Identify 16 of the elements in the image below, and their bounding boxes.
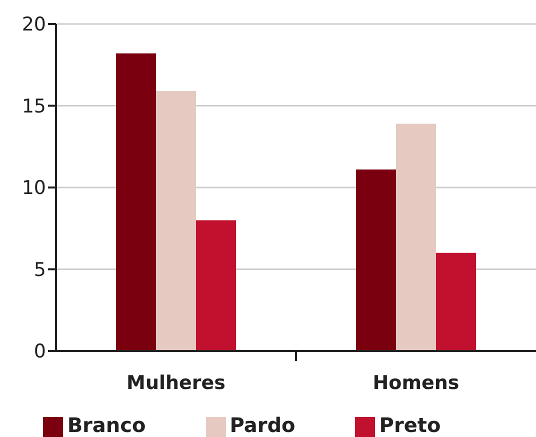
legend-label: Pardo xyxy=(230,413,296,437)
bar xyxy=(156,91,196,351)
x-tick-label: Homens xyxy=(372,372,460,394)
bar xyxy=(116,53,156,351)
legend-label: Preto xyxy=(379,413,441,437)
legend-label: Branco xyxy=(67,413,146,437)
y-tick-label: 20 xyxy=(22,14,46,36)
y-tick-label: 5 xyxy=(34,258,46,281)
bar xyxy=(196,220,236,351)
bar xyxy=(396,124,436,351)
bar xyxy=(436,252,476,351)
y-tick-label: 15 xyxy=(22,95,46,118)
y-tick-label: 0 xyxy=(34,340,46,363)
x-tick-label: Mulheres xyxy=(126,372,226,394)
bar xyxy=(356,170,396,351)
y-tick-label: 10 xyxy=(22,177,46,200)
